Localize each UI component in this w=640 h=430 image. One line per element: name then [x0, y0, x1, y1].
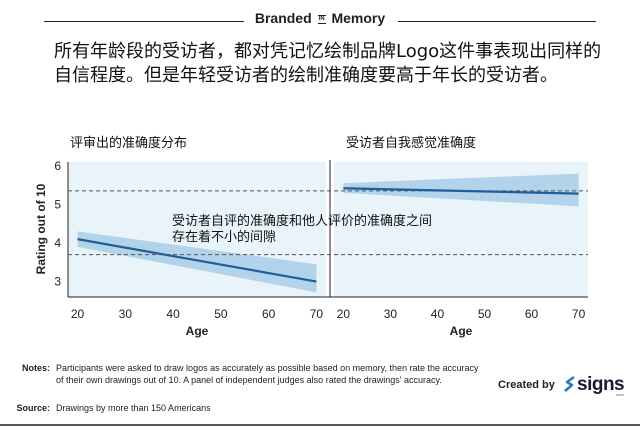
notes-text: Participants were asked to draw logos as…: [56, 363, 479, 385]
source-text: Drawings by more than 150 Americans: [56, 403, 211, 413]
swoosh-icon: [564, 376, 575, 392]
annotation-line-2: 存在着不小的间隙: [172, 229, 276, 245]
bottom-rule: [0, 424, 640, 426]
signs-logo-sub: .com: [615, 392, 624, 397]
source: Source: Drawings by more than 150 Americ…: [8, 402, 488, 414]
y-tick-label: 3: [54, 275, 61, 289]
x-tick-label-left: 20: [71, 307, 85, 321]
header-title-a: Branded: [254, 10, 312, 26]
y-tick-label: 6: [54, 159, 61, 173]
x-tick-label-left: 70: [310, 307, 324, 321]
trend-line-left: [77, 238, 317, 283]
header-title-in: IN: [317, 14, 326, 24]
header-title: Branded IN Memory: [0, 10, 640, 26]
x-tick-label-right: 40: [431, 307, 445, 321]
x-axis-label-right: Age: [450, 324, 473, 338]
created-by-label: Created by: [498, 379, 555, 391]
header-rule-right: [398, 21, 596, 22]
header-title-b: Memory: [331, 10, 386, 26]
x-tick-label-left: 60: [262, 307, 276, 321]
y-tick-label: 5: [54, 197, 61, 211]
header-rule-left: [44, 21, 244, 22]
y-axis-label: Rating out of 10: [34, 183, 48, 274]
signs-logo-text: signs: [577, 374, 625, 395]
x-tick-label-right: 60: [525, 307, 539, 321]
x-tick-label-right: 50: [478, 307, 492, 321]
x-tick-label-left: 30: [119, 307, 133, 321]
x-tick-label-right: 20: [337, 307, 351, 321]
confidence-band-left: [77, 231, 317, 293]
x-tick-label-right: 70: [572, 307, 586, 321]
header: Branded IN Memory: [0, 10, 640, 32]
x-tick-label-left: 50: [214, 307, 228, 321]
source-label: Source:: [16, 403, 50, 413]
x-tick-label-right: 30: [384, 307, 398, 321]
credit: Created by signs .com: [498, 374, 638, 398]
notes-label: Notes:: [21, 363, 50, 373]
panel-left-title: 评审出的准确度分布: [70, 135, 187, 151]
signs-logo: signs: [564, 374, 625, 396]
annotation-line-1: 受访者自评的准确度和他人评价的准确度之间: [172, 213, 432, 229]
x-axis-label-left: Age: [186, 324, 209, 338]
y-tick-label: 4: [54, 236, 61, 250]
panel-right-title: 受访者自我感觉准确度: [346, 135, 476, 151]
headline: 所有年龄段的受访者，都对凭记忆绘制品牌Logo这件事表现出同样的自信程度。但是年…: [54, 41, 602, 86]
trend-line-right: [343, 187, 579, 195]
chart: 评审出的准确度分布 受访者自我感觉准确度 3 4 5 6 20 30 40 50 60 70 20…: [34, 135, 588, 338]
x-tick-label-left: 40: [166, 307, 180, 321]
notes: Notes: Participants were asked to draw l…: [8, 362, 488, 386]
